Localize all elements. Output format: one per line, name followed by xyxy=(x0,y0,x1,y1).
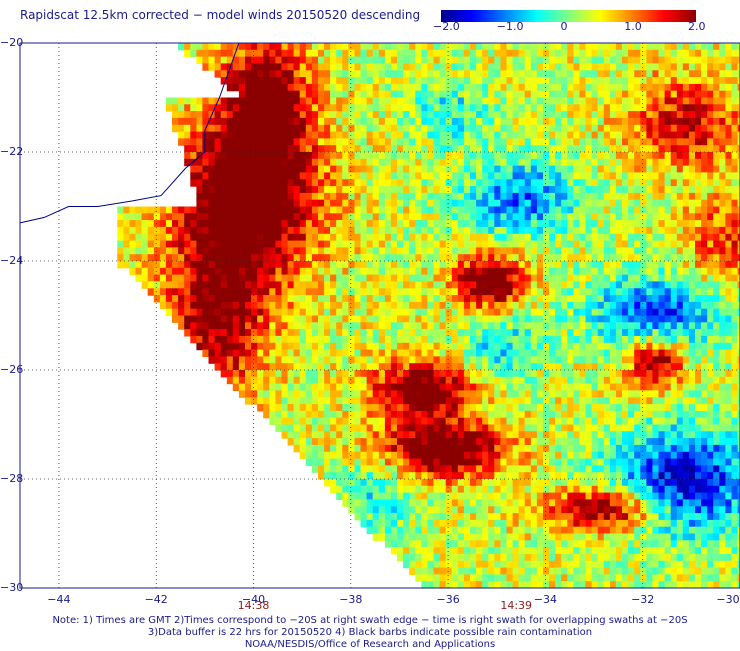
latitude-tick-label: −26 xyxy=(0,363,20,376)
latitude-tick-label: −30 xyxy=(0,581,20,594)
wind-difference-map xyxy=(0,0,740,600)
note-line-2: 3)Data buffer is 22 hrs for 20150520 4) … xyxy=(0,627,740,639)
swath-time-label: 14:39 xyxy=(500,599,532,612)
latitude-tick-label: −28 xyxy=(0,472,20,485)
swath-data xyxy=(117,43,740,589)
notes: Note: 1) Times are GMT 2)Times correspon… xyxy=(0,615,740,651)
latitude-tick-label: −22 xyxy=(0,145,20,158)
longitude-tick-label: −30 xyxy=(716,593,739,606)
longitude-tick-label: −44 xyxy=(47,593,70,606)
latitude-tick-label: −20 xyxy=(0,36,20,49)
longitude-tick-label: −42 xyxy=(145,593,168,606)
longitude-tick-label: −32 xyxy=(631,593,654,606)
swath-time-label: 14:38 xyxy=(238,599,270,612)
longitude-tick-label: −34 xyxy=(534,593,557,606)
latitude-tick-label: −24 xyxy=(0,254,20,267)
note-line-3: NOAA/NESDIS/Office of Research and Appli… xyxy=(0,639,740,651)
note-line-1: Note: 1) Times are GMT 2)Times correspon… xyxy=(0,615,740,627)
longitude-tick-label: −36 xyxy=(436,593,459,606)
longitude-tick-label: −38 xyxy=(339,593,362,606)
